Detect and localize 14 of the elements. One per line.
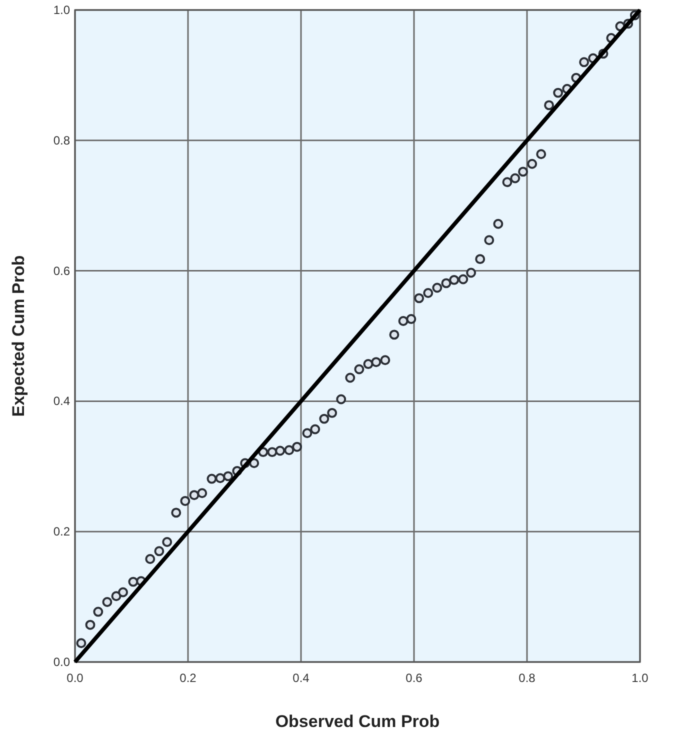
y-axis-title: Expected Cum Prob bbox=[9, 255, 28, 417]
y-tick-label: 0.2 bbox=[53, 524, 70, 539]
x-tick-label: 1.0 bbox=[632, 671, 649, 685]
x-tick-label: 0.6 bbox=[406, 671, 423, 685]
y-tick-label: 1.0 bbox=[53, 3, 70, 17]
x-tick-label: 0.8 bbox=[518, 671, 536, 685]
y-tick-label: 0.8 bbox=[53, 133, 70, 148]
x-tick-label: 0.4 bbox=[292, 671, 310, 685]
x-tick-label: 0.0 bbox=[66, 671, 84, 685]
x-tick-label: 0.2 bbox=[180, 671, 197, 685]
y-tick-label: 0.0 bbox=[53, 655, 70, 669]
x-axis-title: Observed Cum Prob bbox=[275, 712, 440, 731]
y-tick-label: 0.6 bbox=[53, 264, 70, 278]
y-tick-label: 0.4 bbox=[53, 394, 70, 408]
